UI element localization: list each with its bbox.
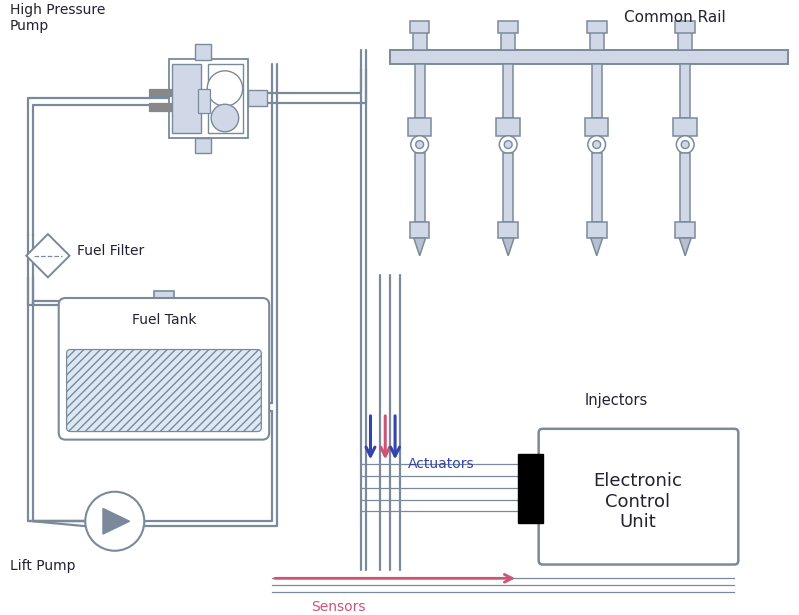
Text: Sensors: Sensors xyxy=(312,600,366,614)
Bar xyxy=(248,90,267,106)
Bar xyxy=(586,222,606,238)
Text: Fuel Tank: Fuel Tank xyxy=(132,313,197,327)
Bar xyxy=(501,33,515,50)
Circle shape xyxy=(207,71,243,106)
Bar xyxy=(154,291,174,305)
Circle shape xyxy=(677,136,694,153)
Polygon shape xyxy=(103,509,129,534)
Circle shape xyxy=(499,136,517,153)
Polygon shape xyxy=(26,234,70,277)
Bar xyxy=(518,454,543,523)
Text: Injectors: Injectors xyxy=(585,394,648,408)
Bar xyxy=(590,33,603,50)
FancyBboxPatch shape xyxy=(58,298,269,440)
Bar xyxy=(169,59,248,138)
Bar xyxy=(196,44,211,60)
FancyBboxPatch shape xyxy=(66,349,261,432)
Bar xyxy=(675,21,695,33)
Bar xyxy=(196,138,211,153)
Text: Fuel Filter: Fuel Filter xyxy=(78,244,145,258)
Bar xyxy=(674,118,697,136)
Bar xyxy=(678,33,692,50)
Bar xyxy=(499,222,518,238)
Bar xyxy=(592,153,602,222)
Bar xyxy=(149,89,171,97)
Bar xyxy=(680,153,690,222)
Bar xyxy=(415,153,424,222)
Circle shape xyxy=(411,136,428,153)
Bar xyxy=(172,64,201,133)
Bar xyxy=(496,118,520,136)
Text: Lift Pump: Lift Pump xyxy=(10,558,75,573)
Text: Actuators: Actuators xyxy=(407,457,475,471)
Polygon shape xyxy=(590,238,602,256)
Bar xyxy=(149,103,171,111)
Circle shape xyxy=(504,141,512,148)
Circle shape xyxy=(593,141,601,148)
FancyBboxPatch shape xyxy=(539,429,738,565)
Bar xyxy=(503,153,513,222)
Bar xyxy=(592,64,602,118)
Circle shape xyxy=(85,492,145,551)
Bar xyxy=(407,118,431,136)
Bar xyxy=(586,21,606,33)
Bar xyxy=(499,21,518,33)
Bar xyxy=(209,64,243,133)
Bar xyxy=(410,21,430,33)
Polygon shape xyxy=(503,238,514,256)
Bar xyxy=(410,222,430,238)
Text: High Pressure
Pump: High Pressure Pump xyxy=(10,3,105,33)
Text: Electronic
Control
Unit: Electronic Control Unit xyxy=(594,472,682,531)
Bar xyxy=(415,64,424,118)
Polygon shape xyxy=(679,238,691,256)
Bar xyxy=(413,33,427,50)
Bar xyxy=(390,50,789,64)
Bar xyxy=(503,64,513,118)
Bar xyxy=(198,89,210,113)
Bar xyxy=(680,64,690,118)
Circle shape xyxy=(211,105,239,132)
Polygon shape xyxy=(414,238,426,256)
Circle shape xyxy=(588,136,606,153)
Bar xyxy=(585,118,609,136)
Bar xyxy=(675,222,695,238)
Circle shape xyxy=(415,141,423,148)
Text: Common Rail: Common Rail xyxy=(625,10,726,25)
Circle shape xyxy=(682,141,690,148)
